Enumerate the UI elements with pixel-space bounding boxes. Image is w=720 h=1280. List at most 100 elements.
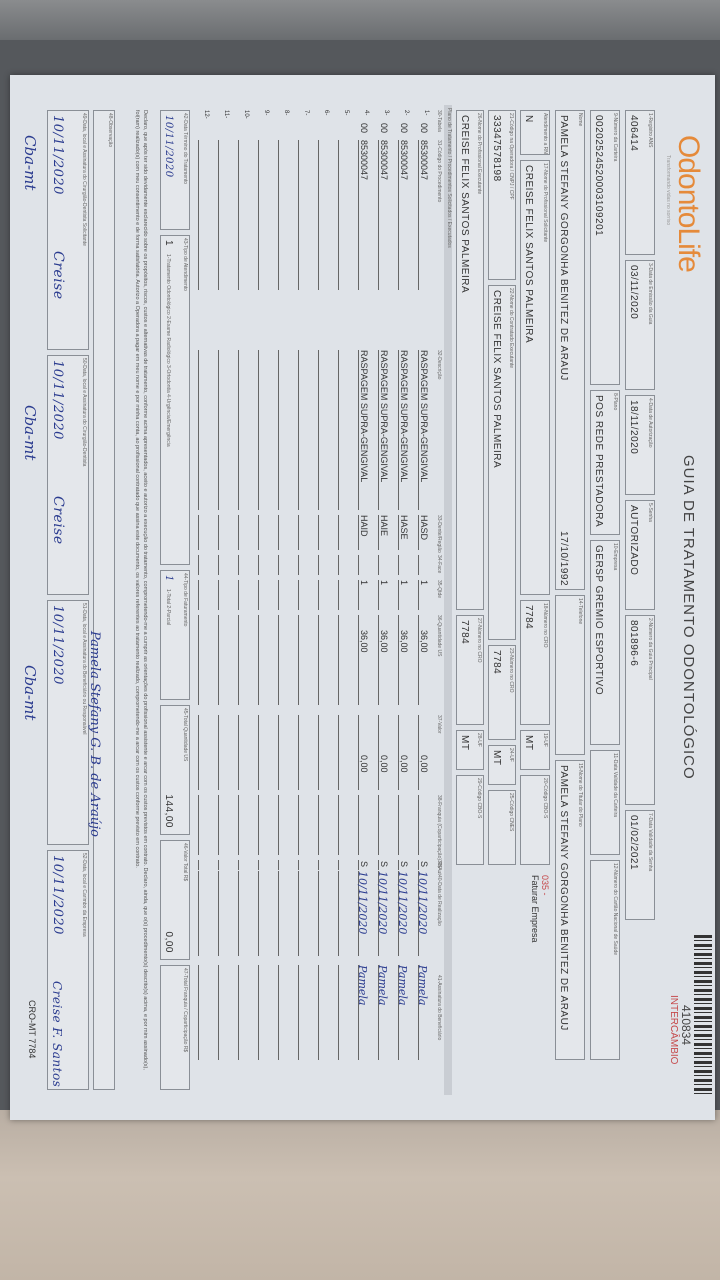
cro-field: 18-Número no CRO 7784: [520, 600, 550, 725]
cell-descricao: RASPAGEM SUPRA-GENGIVAL: [379, 350, 389, 483]
table-cell-box: [238, 555, 249, 575]
table-cell-box: [318, 965, 329, 1060]
signature-box-requesting: 49-Data, local e Assinatura do Cirurgião…: [47, 110, 89, 350]
table-cell-box: [338, 580, 349, 610]
cell-us: 36,00: [419, 630, 429, 653]
total-copay-field: 47-Total Franquia / Coparticipação R$: [160, 965, 190, 1090]
table-row: 12-: [194, 75, 212, 1065]
table-cell-box: [198, 615, 209, 705]
table-cell-box: [218, 615, 229, 705]
table-row: 9-: [254, 75, 272, 1065]
table-cell-box: [278, 615, 289, 705]
table-cell-box: [198, 350, 209, 510]
table-cell-box: [378, 795, 389, 855]
cell-valor: 0,00: [399, 755, 409, 773]
column-header: 32-Descrição: [436, 350, 442, 380]
table-cell-box: [318, 871, 329, 956]
table-cell-box: [358, 555, 369, 575]
cell-tabela: 00: [399, 123, 409, 134]
table-cell-box: [378, 555, 389, 575]
cell-dente: HASD: [419, 515, 429, 541]
table-cell-box: [298, 580, 309, 610]
column-header: 40-Data de Realização: [436, 875, 442, 926]
column-header: 31-Código do Procedimento: [436, 140, 442, 203]
table-cell-box: [218, 860, 229, 870]
guide-number: 410834: [679, 1005, 693, 1046]
cell-aut: S: [399, 861, 409, 868]
uf-field: 24-UF MT: [488, 745, 516, 785]
table-cell-box: [298, 615, 309, 705]
executing-professional-field: 26-Nome do Profissional Executante CREISE…: [456, 110, 484, 610]
table-cell-box: [278, 580, 289, 610]
cbo-field: 29-Código CBO-S: [456, 775, 484, 865]
newborn-field: Atendimento a RN N: [520, 110, 550, 155]
table-cell-box: [318, 140, 329, 290]
total-us-field: 45-Total Quantidade US 144,00: [160, 705, 190, 835]
table-cell-box: [278, 860, 289, 870]
cell-n: 10-: [243, 110, 249, 119]
table-cell-box: [238, 871, 249, 956]
table-cell-box: [418, 795, 429, 855]
table-cell-box: [298, 795, 309, 855]
table-cell-box: [198, 515, 209, 550]
table-cell-box: [198, 580, 209, 610]
cbo-field: 20-Código CBO-S: [520, 775, 550, 865]
table-cell-box: [258, 555, 269, 575]
column-header: 35-Qtde: [436, 580, 442, 599]
table-cell-box: [418, 715, 429, 790]
handwritten-note: Cba-mt: [21, 665, 39, 721]
table-cell-box: [218, 140, 229, 290]
table-cell-box: [338, 871, 349, 956]
main-guide-number-field: 2-Número da Guia Principal 801896-6: [625, 615, 655, 805]
table-cell-box: [338, 140, 349, 290]
table-cell-box: [278, 515, 289, 550]
cell-tabela: 00: [379, 123, 389, 134]
table-cell-box: [258, 965, 269, 1060]
table-cell-box: [298, 965, 309, 1060]
cell-descricao: RASPAGEM SUPRA-GENGIVAL: [419, 350, 429, 483]
table-cell-box: [238, 615, 249, 705]
cell-n: 1-: [423, 110, 429, 116]
company-field: 10-Empresa GERSP GREMIO ESPORTIVO: [590, 540, 620, 745]
cell-dente: HASE: [399, 515, 409, 540]
table-cell-box: [318, 615, 329, 705]
table-cell-box: [218, 580, 229, 610]
table-cell-box: [258, 515, 269, 550]
table-cell-box: [318, 795, 329, 855]
table-cell-box: [318, 580, 329, 610]
table-cell-box: [378, 615, 389, 705]
cell-us: 36,00: [399, 630, 409, 653]
table-cell-box: [298, 350, 309, 510]
table-cell-box: [298, 860, 309, 870]
cell-dente: HAIE: [379, 515, 389, 537]
billing-type-field: 44-Tipo de Faturamento 1 1-Total 2-Parcial: [160, 570, 190, 700]
signature-box-beneficiary: 51-Data, local e Assinatura do Beneficiá…: [47, 600, 102, 845]
cell-dente: HAID: [359, 515, 369, 537]
patient-name-field: Nome PAMELA STEFANY GORGONHA BENITEZ DE A…: [555, 110, 585, 590]
cell-aut: S: [379, 861, 389, 868]
table-cell-box: [338, 795, 349, 855]
handwritten-note: Cba-mt: [21, 135, 39, 191]
guide-type: INTERCÂMBIO: [668, 995, 679, 1065]
table-cell-box: [338, 515, 349, 550]
cell-n: 5-: [343, 110, 349, 116]
odontolife-logo: OdontoLife Transformando vidas no sorriso: [665, 135, 705, 272]
birth-date: 17/10/1992: [558, 531, 569, 587]
table-cell-box: [398, 555, 409, 575]
table-cell-box: [338, 860, 349, 870]
table-row: 10-: [234, 75, 252, 1065]
table-cell-box: [338, 715, 349, 790]
column-header: 38-Franquia (Coparticipação) R$: [436, 795, 442, 868]
table-cell-box: [318, 515, 329, 550]
table-cell-box: [218, 350, 229, 510]
table-cell-box: [238, 140, 249, 290]
cell-n: 2-: [403, 110, 409, 116]
table-cell-box: [238, 715, 249, 790]
uf-field: 28-UF MT: [456, 730, 484, 770]
cell-us: 36,00: [359, 630, 369, 653]
table-cell-box: [218, 555, 229, 575]
cnes-field: 25-Código CNES: [488, 790, 516, 865]
table-row: 1- 00 85300047 RASPAGEM SUPRA-GENGIVAL HASD 1…: [414, 75, 432, 1065]
cell-assinatura: Pamela: [416, 965, 429, 1006]
cell-codigo: 85300047: [359, 140, 369, 181]
